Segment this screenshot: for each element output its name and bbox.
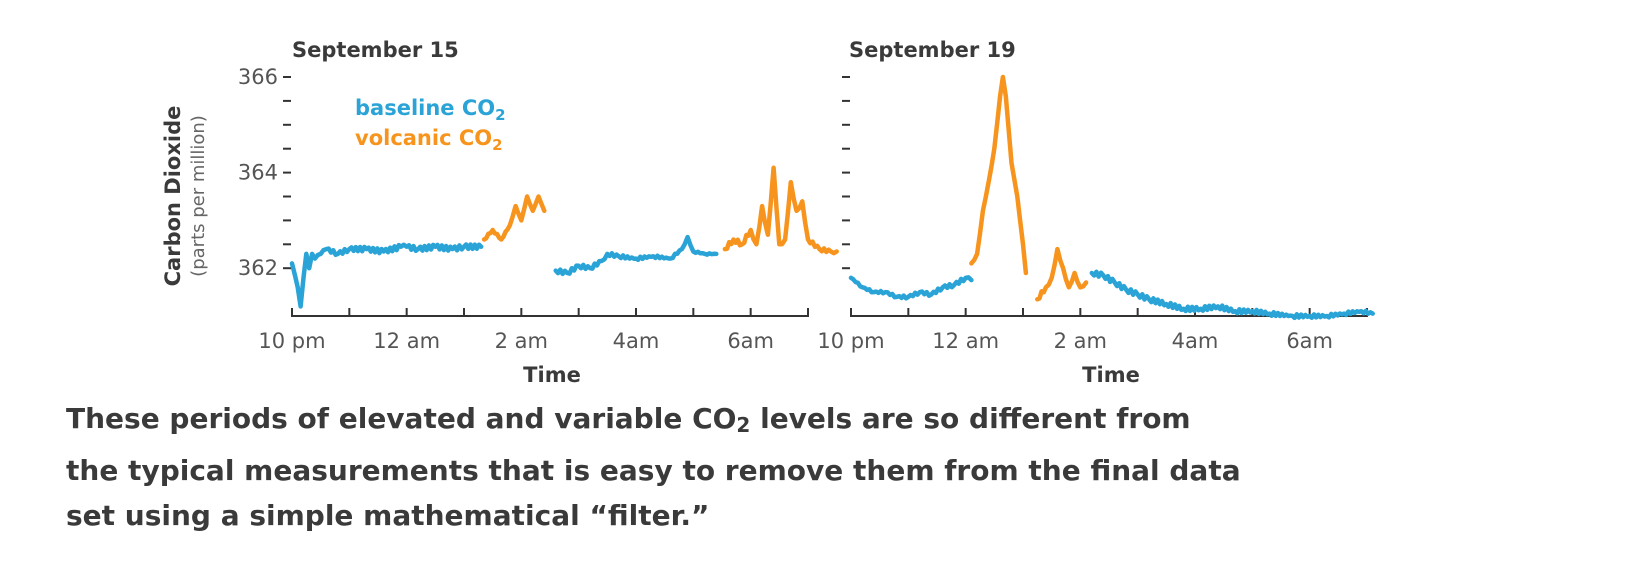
series-line-volcanic (481, 194, 547, 242)
x-tick-label: 6am (727, 329, 774, 353)
y-axis-title: Carbon Dioxide (161, 106, 185, 287)
x-tick-label: 10 pm (258, 329, 325, 353)
x-tick-label: 4am (1172, 329, 1219, 353)
september-19-panel: September 19 10 pm 12 am 2 am 4am 6am Time (817, 38, 1375, 387)
x-tick-label: 2 am (495, 329, 548, 353)
x-tick-label: 6am (1286, 329, 1333, 353)
legend-volcanic-sub: 2 (492, 136, 502, 154)
series-line-volcanic (1035, 246, 1089, 302)
september-15-panel: September 15 10 pm 12 am 2 am 4am 6am Time 362 3… (161, 38, 839, 387)
y-tick-label: 362 (238, 256, 278, 280)
caption-part1: These periods of elevated and variable C… (66, 402, 737, 435)
series-line-baseline (848, 275, 974, 301)
y-axis-subtitle: (parts per million) (188, 115, 209, 277)
x-tick-label: 2 am (1054, 329, 1107, 353)
series-line-baseline (553, 234, 719, 277)
legend-baseline-sub: 2 (495, 106, 505, 124)
series-line-volcanic (969, 74, 1029, 276)
legend-baseline: baseline CO2 (355, 96, 506, 124)
legend-volcanic-label: volcanic CO (355, 126, 492, 150)
y-tick-label: 366 (238, 65, 278, 89)
series-line-volcanic (722, 165, 839, 256)
co2-comparison-figure: September 15 10 pm 12 am 2 am 4am 6am Time 362 3… (161, 38, 1375, 387)
x-axis-title: Time (523, 363, 581, 387)
x-tick-label: 12 am (932, 329, 999, 353)
legend: baseline CO2 volcanic CO2 (355, 96, 506, 154)
y-tick-label: 364 (238, 161, 278, 185)
figure-caption: These periods of elevated and variable C… (66, 396, 1246, 538)
legend-volcanic: volcanic CO2 (355, 126, 503, 154)
chart-title: September 19 (849, 38, 1016, 62)
chart-title: September 15 (292, 38, 459, 62)
x-tick-label: 10 pm (817, 329, 884, 353)
x-tick-label: 4am (613, 329, 660, 353)
caption-part2: levels are so different from the typical… (66, 402, 1241, 532)
legend-baseline-label: baseline CO (355, 96, 495, 120)
series-line-baseline (1089, 269, 1375, 321)
caption-subscript: 2 (736, 413, 751, 437)
x-axis-title: Time (1082, 363, 1140, 387)
series-line-baseline (289, 242, 484, 309)
x-tick-label: 12 am (373, 329, 440, 353)
